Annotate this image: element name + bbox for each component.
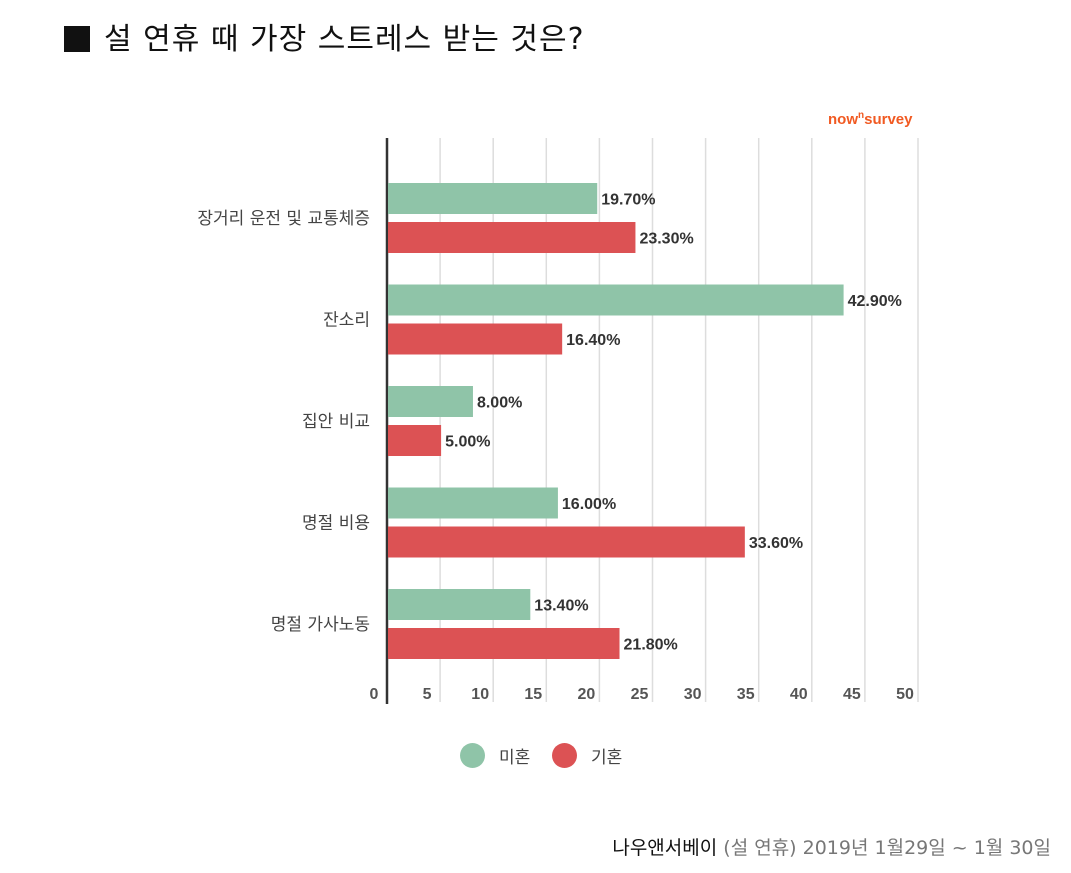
bar — [388, 487, 558, 519]
bar — [388, 589, 531, 620]
category-label: 잔소리 — [323, 311, 370, 331]
footer-source: 나우앤서베이 (설 연휴) 2019년 1월29일 ~ 1월 30일 — [612, 833, 1051, 860]
data-label: 16.00% — [562, 496, 616, 513]
category-label: 장거리 운전 및 교통체증 — [197, 209, 370, 229]
legend-item-series2: 기혼 — [552, 741, 622, 769]
bar — [388, 628, 620, 659]
data-label: 33.60% — [749, 535, 803, 552]
data-label: 19.70% — [601, 192, 655, 209]
bar — [388, 526, 745, 558]
footer-note: (설 연휴) 2019년 1월29일 ~ 1월 30일 — [723, 837, 1051, 859]
x-tick-label: 45 — [843, 686, 861, 703]
brand-tail: survey — [864, 111, 913, 128]
bar — [388, 222, 636, 253]
x-tick-label: 30 — [684, 686, 702, 703]
bar — [388, 386, 473, 417]
footer-source-name: 나우앤서베이 — [612, 837, 718, 859]
x-tick-label: 5 — [423, 686, 432, 703]
brand-logo: nownsurvey — [828, 110, 912, 128]
chart-title: 설 연휴 때 가장 스트레스 받는 것은? — [64, 14, 585, 58]
brand-main: now — [828, 111, 858, 128]
data-label: 5.00% — [445, 434, 490, 451]
data-label: 8.00% — [477, 395, 522, 412]
x-tick-label: 35 — [737, 686, 755, 703]
bar — [388, 323, 563, 355]
data-label: 42.90% — [848, 293, 902, 310]
category-label: 명절 비용 — [302, 514, 370, 534]
bar — [388, 284, 844, 316]
x-tick-label: 0 — [370, 686, 379, 703]
square-bullet-icon — [64, 26, 90, 52]
category-label: 명절 가사노동 — [271, 615, 370, 635]
bar — [388, 425, 442, 456]
x-tick-label: 40 — [790, 686, 808, 703]
legend-dot-icon — [460, 742, 485, 768]
legend-item-series1: 미혼 — [460, 741, 530, 769]
brand-sup: n — [858, 110, 865, 121]
x-tick-label: 10 — [471, 686, 489, 703]
legend-dot-icon — [552, 742, 577, 768]
legend-label: 기혼 — [591, 747, 623, 768]
data-label: 21.80% — [624, 637, 678, 654]
x-tick-label: 20 — [578, 686, 596, 703]
category-label: 집안 비교 — [302, 412, 370, 432]
data-label: 13.40% — [534, 598, 588, 615]
x-tick-label: 15 — [524, 686, 542, 703]
legend-label: 미혼 — [499, 747, 531, 768]
data-label: 23.30% — [639, 231, 693, 248]
x-tick-label: 50 — [896, 686, 914, 703]
x-tick-label: 25 — [631, 686, 649, 703]
data-label: 16.40% — [566, 332, 620, 349]
bar — [388, 183, 598, 214]
chart-title-text: 설 연휴 때 가장 스트레스 받는 것은? — [104, 22, 585, 57]
